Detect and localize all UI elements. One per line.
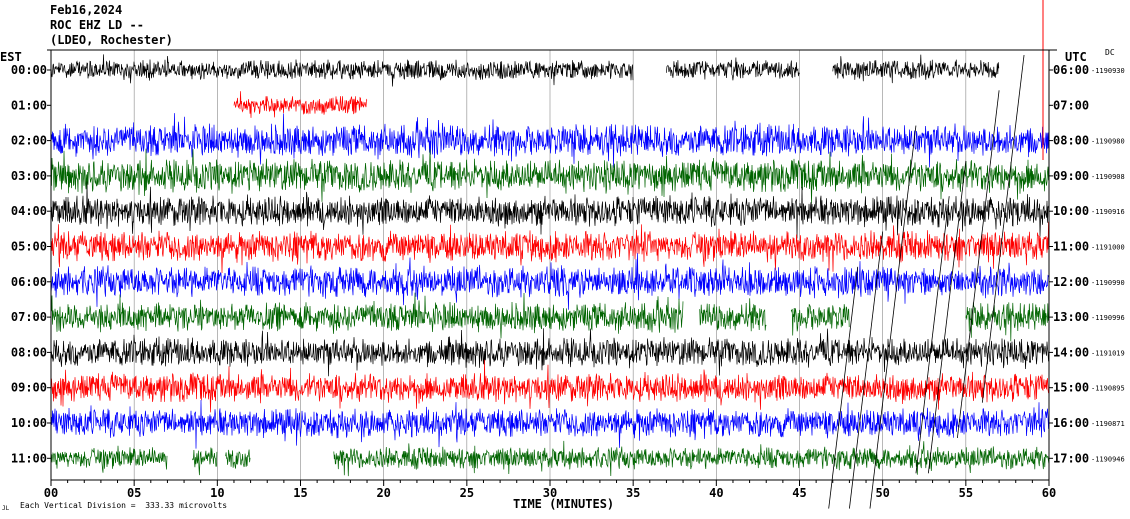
- trace-1100: [50, 445, 168, 473]
- dc-offset-label: -1190946: [1091, 455, 1125, 463]
- trace-0400: [50, 181, 1050, 239]
- trace-1000: [50, 399, 1050, 449]
- dc-offset-label: -1190980: [1091, 138, 1125, 146]
- event-stroke: [828, 266, 859, 509]
- trace-0000: [50, 54, 634, 87]
- event-stroke: [927, 160, 967, 474]
- scale-note: Each Vertical Division = 333.33 microvol…: [20, 501, 228, 510]
- dc-offset-label: -1190908: [1091, 173, 1125, 181]
- est-time-label: 09:00: [11, 381, 47, 395]
- left-timezone-label: EST: [0, 50, 22, 64]
- x-tick-label: 40: [709, 486, 723, 500]
- trace-0600: [50, 253, 1050, 310]
- x-axis-label: TIME (MINUTES): [513, 497, 615, 511]
- utc-time-label: 12:00: [1053, 275, 1089, 289]
- x-tick-label: 45: [792, 486, 806, 500]
- trace-1100: [225, 449, 251, 469]
- trace-0900: [50, 359, 1050, 413]
- utc-time-label: 07:00: [1053, 98, 1089, 112]
- x-tick-label: 55: [959, 486, 973, 500]
- est-time-label: 08:00: [11, 345, 47, 359]
- event-stroke: [956, 90, 1000, 439]
- dc-offset-label: -1190996: [1091, 314, 1125, 322]
- trace-1100: [192, 447, 218, 476]
- est-time-label: 00:00: [11, 63, 47, 77]
- x-tick-label: 35: [626, 486, 640, 500]
- x-tick-label: 60: [1042, 486, 1056, 500]
- x-tick-label: 30: [543, 486, 557, 500]
- est-time-label: 06:00: [11, 275, 47, 289]
- est-time-label: 04:00: [11, 204, 47, 218]
- est-time-label: 01:00: [11, 98, 47, 112]
- dc-offset-label: -1190895: [1091, 385, 1125, 393]
- trace-0500: [50, 221, 1050, 274]
- x-tick-label: 50: [875, 486, 889, 500]
- dc-offset-label: -1190990: [1091, 279, 1125, 287]
- utc-time-label: 11:00: [1053, 240, 1089, 254]
- trace-0700: [699, 298, 767, 332]
- utc-time-label: 17:00: [1053, 451, 1089, 465]
- trace-0700: [50, 292, 684, 339]
- utc-time-label: 10:00: [1053, 204, 1089, 218]
- trace-0700: [790, 304, 850, 336]
- seismic-traces: [50, 54, 1050, 477]
- utc-time-label: 14:00: [1053, 345, 1089, 359]
- est-time-label: 03:00: [11, 169, 47, 183]
- utc-time-label: 08:00: [1053, 134, 1089, 148]
- station-label: ROC EHZ LD --: [50, 18, 144, 32]
- event-stroke: [915, 196, 950, 474]
- event-stroke: [981, 54, 1025, 403]
- trace-0700: [965, 302, 1050, 342]
- dc-offset-label: -1190930: [1091, 67, 1125, 75]
- utc-time-label: 13:00: [1053, 310, 1089, 324]
- utc-time-label: 16:00: [1053, 416, 1089, 430]
- est-time-label: 05:00: [11, 240, 47, 254]
- x-tick-label: 20: [376, 486, 390, 500]
- dc-offset-label: -1191019: [1091, 349, 1125, 357]
- trace-0200: [50, 113, 1050, 168]
- dc-offset-label: -1190871: [1091, 420, 1125, 428]
- dc-offset-label: -1191000: [1091, 244, 1125, 252]
- est-time-label: 02:00: [11, 134, 47, 148]
- dc-offset-label: -1190916: [1091, 208, 1125, 216]
- est-time-label: 10:00: [11, 416, 47, 430]
- est-time-label: 07:00: [11, 310, 47, 324]
- trace-0000: [666, 57, 800, 81]
- utc-time-label: 15:00: [1053, 381, 1089, 395]
- x-tick-label: 05: [127, 486, 141, 500]
- utc-time-label: 06:00: [1053, 63, 1089, 77]
- event-strokes: [828, 0, 1044, 509]
- trace-1100: [333, 440, 1050, 477]
- est-time-label: 11:00: [11, 451, 47, 465]
- event-stroke: [849, 231, 884, 509]
- trace-0800: [50, 328, 1050, 377]
- date-title: Feb16,2024: [50, 3, 123, 17]
- x-tick-label: 10: [210, 486, 224, 500]
- axes-frame: [47, 49, 1057, 486]
- right-timezone-label: UTC: [1065, 50, 1087, 64]
- corner-mark: JL: [2, 505, 10, 512]
- trace-0000: [832, 54, 1000, 84]
- x-tick-label: 25: [460, 486, 474, 500]
- trace-0300: [50, 148, 1050, 204]
- event-stroke: [869, 125, 917, 509]
- utc-time-label: 09:00: [1053, 169, 1089, 183]
- network-label: (LDEO, Rochester): [50, 33, 173, 47]
- trace-0100: [233, 91, 368, 118]
- dc-label: DC: [1105, 48, 1115, 57]
- x-tick-label: 00: [44, 486, 58, 500]
- x-tick-label: 15: [293, 486, 307, 500]
